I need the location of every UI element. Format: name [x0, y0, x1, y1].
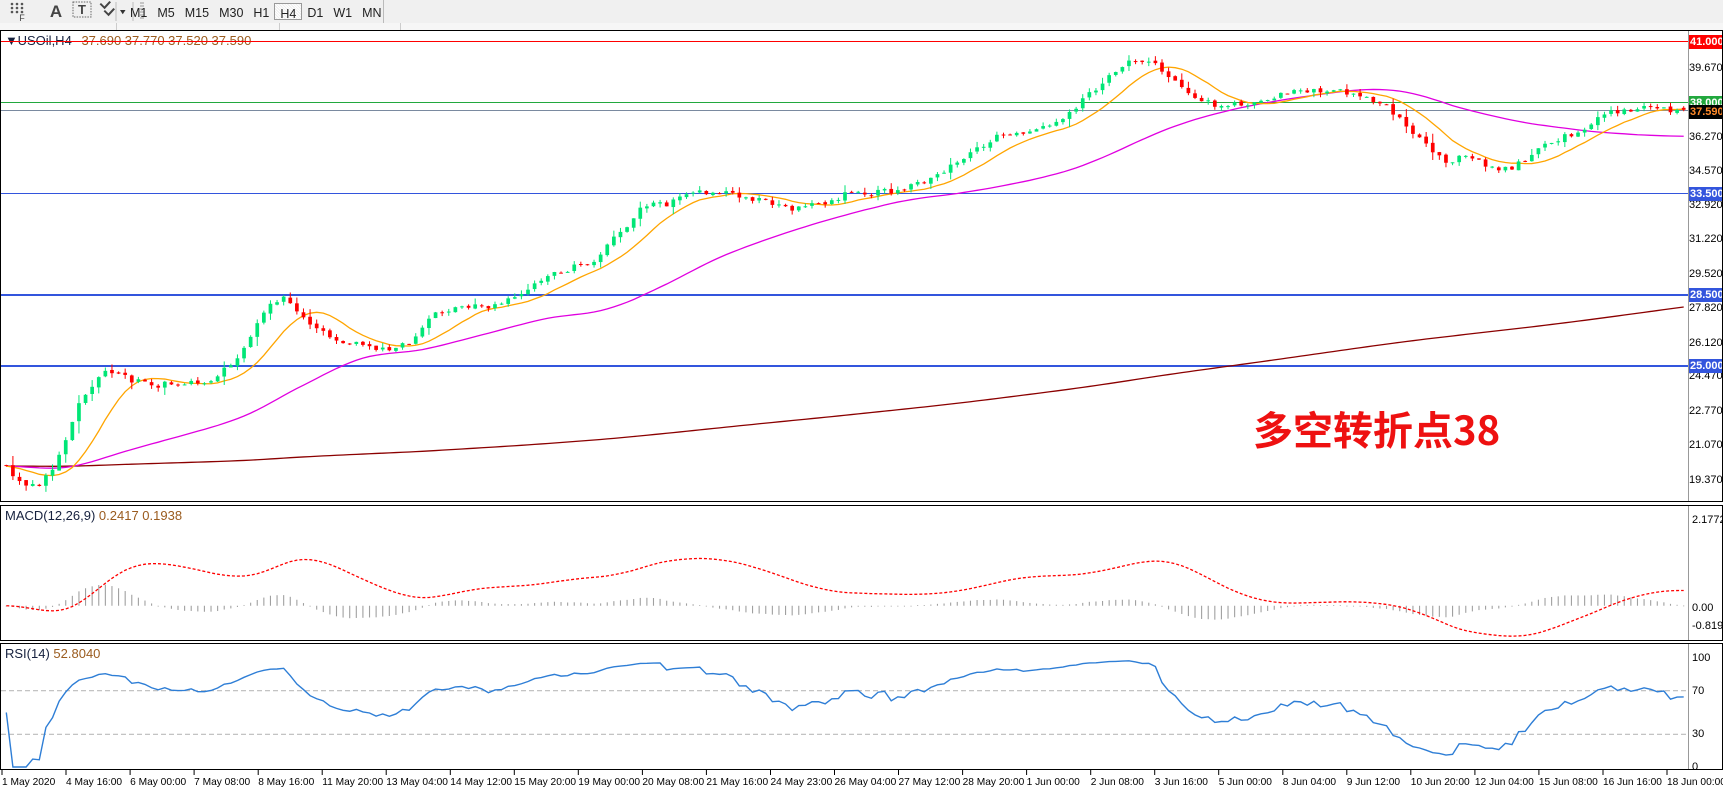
svg-text:T: T — [78, 2, 86, 17]
svg-text:A: A — [50, 2, 62, 21]
svg-text:F: F — [19, 13, 25, 23]
